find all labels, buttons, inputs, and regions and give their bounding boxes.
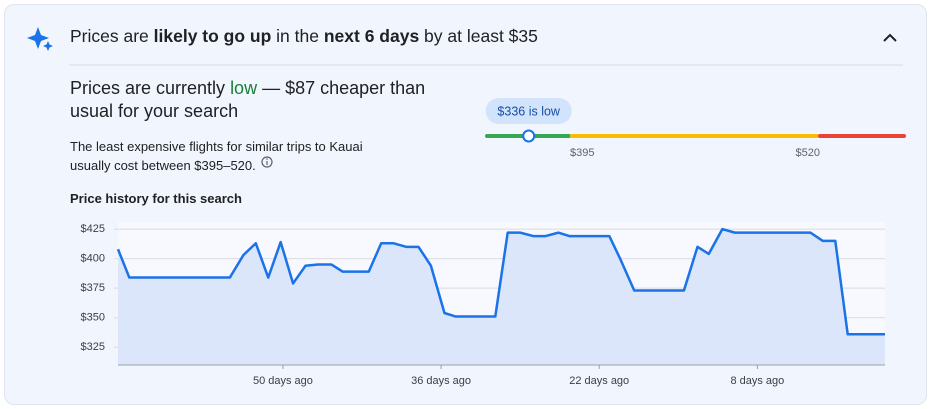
range-tick-label: $520 [796,147,820,159]
collapse-chevron[interactable] [883,33,897,42]
range-tick-label: $395 [570,147,594,159]
description: The least expensive flights for similar … [70,139,363,173]
price-line [116,227,885,336]
text: in the [271,26,324,46]
text: by at least $35 [419,26,538,46]
y-tick-label: $350 [81,312,105,324]
y-tick-label: $375 [81,282,105,294]
x-tick-label: 22 days ago [569,375,629,387]
current-price-marker [522,129,536,143]
sparkle-icon [27,27,53,51]
summary: Prices are currently low — $87 cheaper t… [70,77,450,123]
y-tick-label: $425 [81,223,105,235]
chart-title: Price history for this search [70,191,242,206]
current-price-label: $336 is low [497,104,561,118]
headline: Prices are likely to go up in the next 6… [70,26,538,47]
y-tick-label: $325 [81,341,105,353]
current-price-badge [485,98,572,124]
x-tick-label: 36 days ago [411,375,471,387]
text: low [230,78,258,98]
text: Prices are [70,26,154,46]
text: next 6 days [323,26,420,46]
y-tick-label: $400 [81,253,105,265]
text: Prices are currently [70,78,231,98]
text: — $87 cheaper than usual for your search [70,78,431,121]
x-tick-label: 50 days ago [253,375,313,387]
x-tick-label: 8 days ago [730,375,784,387]
text: likely to go up [153,26,272,46]
info-icon[interactable] [261,156,273,168]
